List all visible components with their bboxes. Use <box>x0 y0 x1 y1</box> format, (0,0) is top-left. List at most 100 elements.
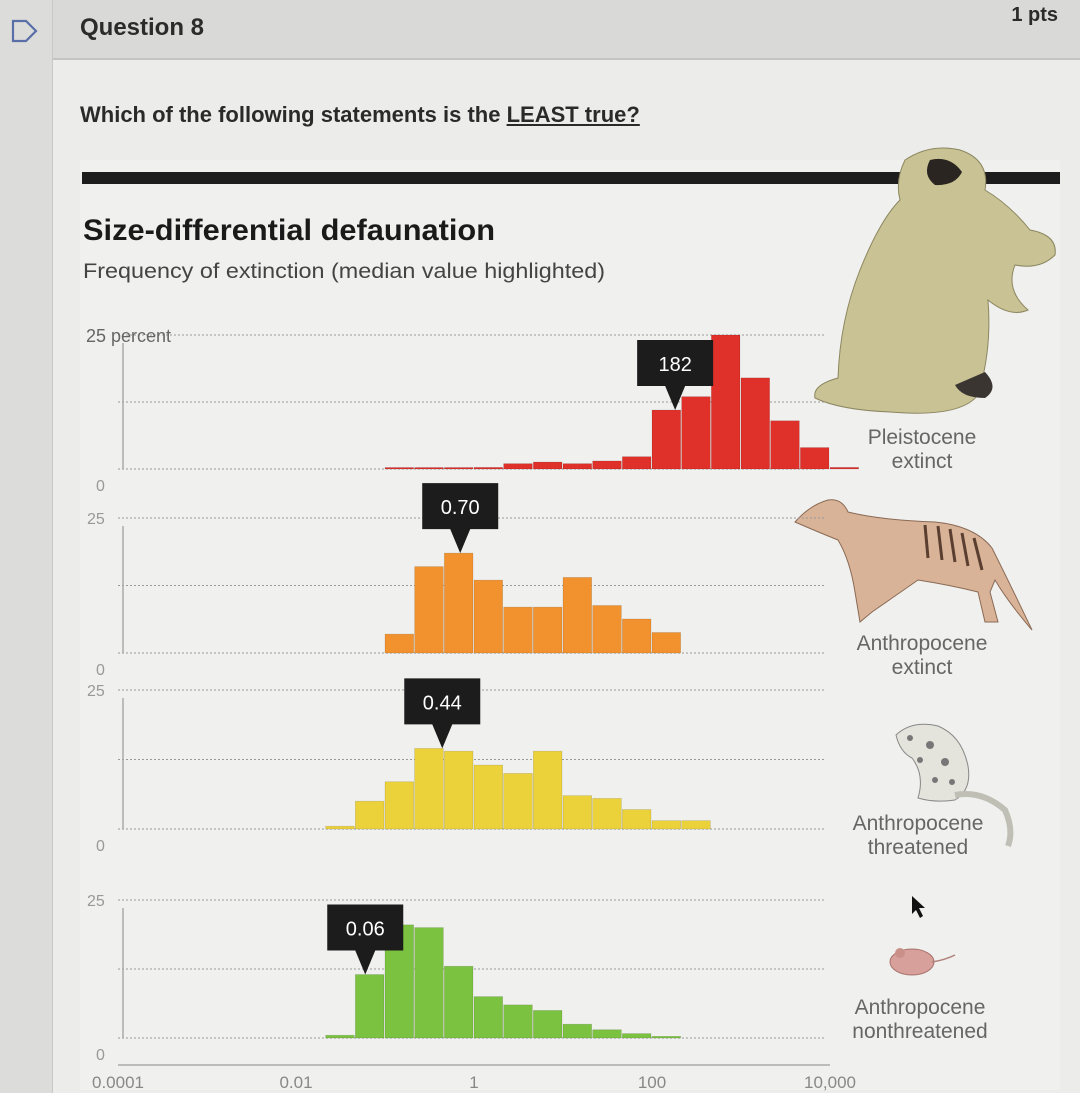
histogram-bar <box>621 1033 652 1039</box>
histogram-bar <box>532 606 563 654</box>
y-tick-label: 25 <box>87 893 105 910</box>
histogram-bar <box>354 800 385 830</box>
histogram-panel: 25 0 0.06 Anthropocene nonthreatened <box>87 893 988 1064</box>
histogram-bar <box>532 461 563 470</box>
histogram-bar <box>562 463 593 470</box>
thylacine-illustration <box>794 499 1033 631</box>
question-points: 1 pts <box>1011 4 1058 26</box>
histogram-bar <box>770 420 800 470</box>
histogram-bar <box>562 795 593 830</box>
histogram-bar <box>503 606 533 654</box>
median-callout <box>637 340 714 411</box>
histogram-panel: 25 percent 0 182 Pleistocene extinct <box>86 326 976 495</box>
prompt-text: Which of the following statements is the <box>80 102 507 127</box>
histogram-bar <box>384 633 415 654</box>
ground-sloth-illustration <box>814 147 1056 414</box>
histogram-bar <box>325 1034 355 1039</box>
left-gutter <box>0 0 53 1093</box>
histogram-bar <box>651 409 682 470</box>
series-label: Anthropocene extinct <box>857 632 988 679</box>
histogram-bar <box>414 748 444 830</box>
y-tick-label-zero: 0 <box>96 838 105 855</box>
histogram-bar <box>592 1029 622 1039</box>
series-label-line: Anthropocene <box>855 996 986 1019</box>
median-callout <box>422 483 499 554</box>
series-label-line: threatened <box>868 836 968 859</box>
histogram-panel: 25 0 0.44 Anthropocene threatened <box>87 678 983 859</box>
median-callout <box>327 904 404 975</box>
histogram-bar <box>592 798 622 830</box>
histogram-bar <box>443 965 474 1039</box>
histogram-bar <box>681 820 711 830</box>
histogram-bar <box>473 579 504 654</box>
histogram-bar <box>621 809 652 830</box>
y-tick-label-zero: 0 <box>96 662 105 679</box>
x-tick-label: 0.0001 <box>92 1073 144 1092</box>
histogram-bar <box>681 396 711 470</box>
y-tick-label: 25 <box>87 683 105 700</box>
histogram-bar <box>562 577 593 654</box>
series-label-line: Pleistocene <box>868 426 977 449</box>
series-label: Anthropocene nonthreatened <box>852 996 987 1043</box>
series-label: Anthropocene threatened <box>853 812 984 859</box>
y-axis-top-label: 25 percent <box>86 326 171 346</box>
flag-outline-icon[interactable] <box>10 18 40 44</box>
histogram-bar <box>562 1023 593 1039</box>
histogram-bar <box>532 1010 563 1039</box>
y-tick-label-zero: 0 <box>96 1047 105 1064</box>
clouded-leopard-illustration <box>895 723 1014 848</box>
chart-top-rule <box>82 172 1060 184</box>
median-value-label: 182 <box>658 354 691 376</box>
series-label-line: nonthreatened <box>852 1020 987 1043</box>
histogram-bar <box>503 773 533 830</box>
histogram-bar <box>503 463 533 470</box>
prompt-emphasis: LEAST true? <box>506 102 640 127</box>
histogram-bar <box>414 467 444 470</box>
x-tick-label: 1 <box>469 1073 478 1092</box>
histogram-bar <box>384 467 415 470</box>
median-callout <box>404 678 481 749</box>
histogram-bar <box>473 996 504 1039</box>
histogram-bar <box>740 377 771 470</box>
series-label-line: Anthropocene <box>857 632 988 655</box>
histogram-bar <box>473 467 504 470</box>
histogram-bar <box>592 605 622 654</box>
chart-subtitle: Frequency of extinction (median value hi… <box>83 260 605 283</box>
histogram-bar <box>443 552 474 654</box>
median-value-label: 0.06 <box>346 919 385 941</box>
histogram-bar <box>354 974 385 1039</box>
histogram-bar <box>651 820 682 830</box>
question-header <box>53 0 1080 60</box>
question-title: Question 8 <box>80 14 205 41</box>
histogram-bar <box>621 456 652 470</box>
histogram-bar <box>503 1004 533 1039</box>
x-axis: 0.0001 0.01 1 100 10,000 <box>92 1064 856 1092</box>
mouse-pointer-icon <box>912 896 925 918</box>
histogram-bar <box>384 781 415 830</box>
histogram-panel: 25 0 0.70 Anthropocene extinct <box>87 483 987 679</box>
histogram-bar <box>325 825 355 830</box>
x-tick-label: 100 <box>638 1073 666 1092</box>
histogram-bar <box>799 447 830 470</box>
histogram-bar <box>532 750 563 830</box>
mouse-illustration <box>889 948 956 976</box>
histogram-bar <box>443 467 474 470</box>
series-label-line: extinct <box>892 450 953 473</box>
median-value-label: 0.44 <box>423 692 462 714</box>
histogram-bar <box>651 1035 682 1039</box>
series-label-line: extinct <box>892 656 953 679</box>
x-tick-label: 10,000 <box>804 1073 856 1092</box>
histogram-bar <box>414 566 444 654</box>
histogram-bar <box>621 618 652 654</box>
histogram-bar <box>829 467 860 470</box>
histogram-bar <box>414 927 444 1039</box>
y-tick-label-zero: 0 <box>96 478 105 495</box>
histogram-bar <box>651 632 682 654</box>
histogram-bar <box>443 750 474 830</box>
histogram-bar <box>592 460 622 470</box>
question-prompt: Which of the following statements is the… <box>80 102 640 128</box>
series-label: Pleistocene extinct <box>868 426 977 473</box>
chart-title: Size-differential defaunation <box>83 214 495 247</box>
